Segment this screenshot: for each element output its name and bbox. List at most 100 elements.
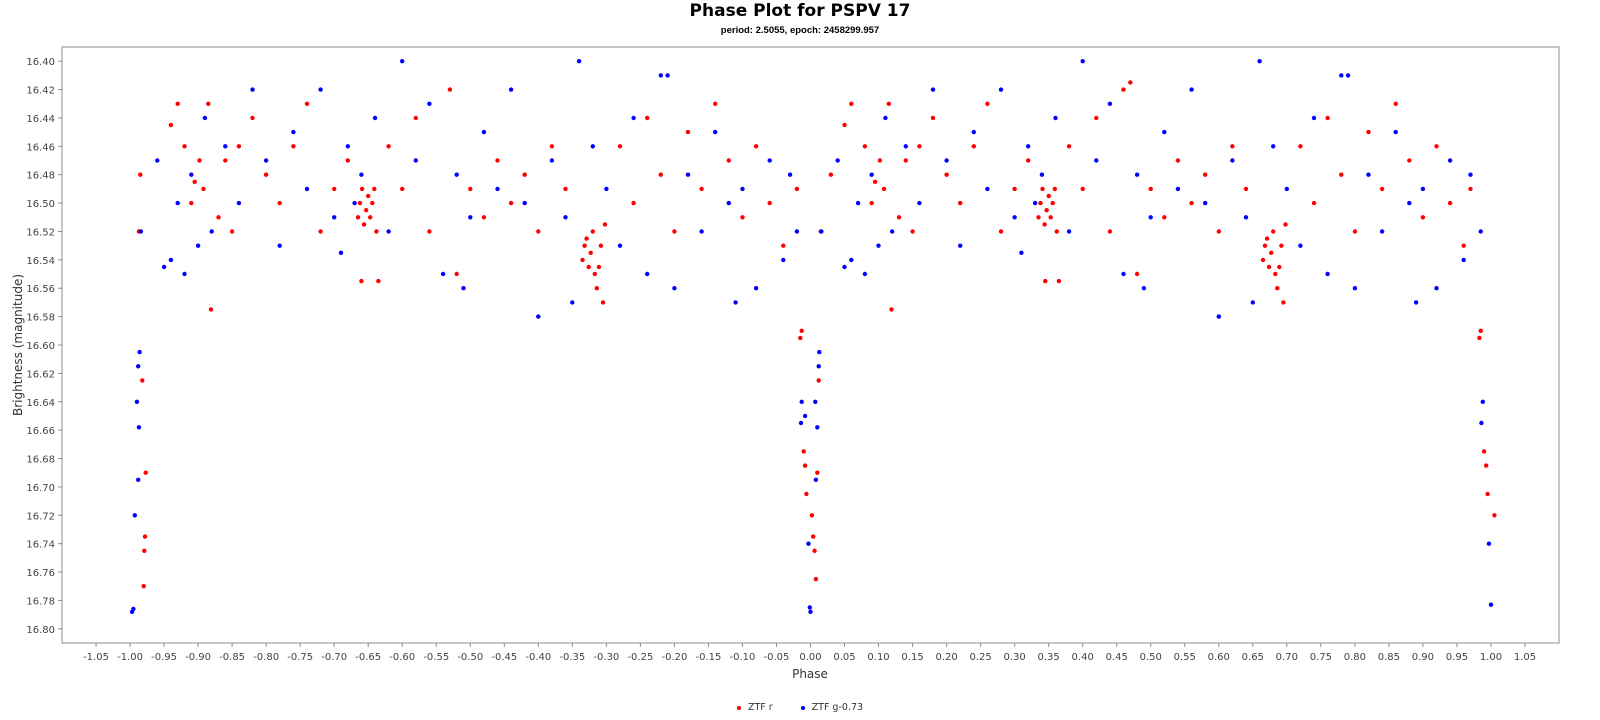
y-tick-label: 16.80 <box>26 625 55 636</box>
point-ztf-r <box>1477 335 1482 341</box>
point-ztf-g <box>427 101 432 107</box>
point-ztf-g <box>1479 420 1484 426</box>
point-ztf-r <box>1094 115 1099 121</box>
point-ztf-r <box>142 548 147 553</box>
point-ztf-r <box>1043 278 1048 284</box>
y-tick-label: 16.44 <box>26 114 55 125</box>
point-ztf-r <box>1279 243 1284 248</box>
point-ztf-r <box>617 144 623 149</box>
point-ztf-r <box>168 122 174 128</box>
point-ztf-r <box>903 158 908 163</box>
point-ztf-r <box>1492 513 1497 518</box>
y-tick-label: 16.66 <box>26 426 55 437</box>
point-ztf-r <box>263 172 269 177</box>
legend-dot-blue-icon <box>800 705 805 710</box>
point-ztf-g <box>1162 129 1167 135</box>
point-ztf-r <box>250 115 255 121</box>
chart-title: Phase Plot for PSPV 17 <box>689 1 911 21</box>
point-ztf-g <box>808 609 813 614</box>
point-ztf-r <box>1283 222 1288 227</box>
point-ztf-r <box>802 463 808 468</box>
point-ztf-r <box>345 158 350 163</box>
x-tick-label: -0.60 <box>389 652 415 663</box>
point-ztf-g <box>263 158 269 163</box>
x-tick-label: -0.10 <box>730 652 756 663</box>
point-ztf-g <box>304 186 310 192</box>
point-ztf-r <box>370 200 375 206</box>
x-tick-label: -0.50 <box>457 652 483 663</box>
point-ztf-r <box>413 115 418 121</box>
point-ztf-g <box>767 158 772 163</box>
point-ztf-r <box>631 200 636 206</box>
y-tick-label: 16.60 <box>26 341 55 352</box>
point-ztf-g <box>277 243 282 248</box>
point-ztf-r <box>1352 229 1358 234</box>
point-ztf-g <box>137 349 142 355</box>
point-ztf-g <box>182 271 187 277</box>
x-tick-label: 0.70 <box>1276 652 1298 663</box>
point-ztf-r <box>869 200 874 206</box>
point-ztf-g <box>209 229 214 234</box>
point-ztf-g <box>155 158 160 163</box>
point-ztf-g <box>175 200 180 206</box>
point-ztf-r <box>1461 243 1466 248</box>
point-ztf-r <box>1052 186 1058 192</box>
x-tick-label: -0.85 <box>219 652 245 663</box>
y-tick-label: 16.76 <box>26 568 55 579</box>
point-ztf-r <box>1243 186 1249 192</box>
y-axis-ticks: 16.40 16.42 16.44 16.46 16.48 16.50 16.52 16.54… <box>26 57 62 636</box>
y-tick-label: 16.50 <box>26 199 55 210</box>
point-ztf-g <box>604 186 609 192</box>
point-ztf-g <box>869 172 874 177</box>
point-ztf-g <box>740 186 745 192</box>
point-ztf-r <box>958 200 963 206</box>
point-ztf-g <box>753 286 759 291</box>
point-ztf-g <box>481 129 487 135</box>
point-ztf-r <box>781 243 786 248</box>
point-ztf-r <box>881 186 887 192</box>
point-ztf-g <box>522 200 527 206</box>
point-ztf-g <box>576 59 582 64</box>
point-ztf-r <box>1298 144 1303 149</box>
point-ztf-r <box>849 101 854 107</box>
point-ztf-r <box>584 236 589 241</box>
x-tick-label: 0.60 <box>1208 652 1230 663</box>
y-tick-label: 16.54 <box>26 256 55 267</box>
x-tick-label: -0.75 <box>287 652 313 663</box>
point-ztf-g <box>699 229 704 234</box>
point-ztf-r <box>1175 158 1181 163</box>
point-ztf-r <box>1203 172 1208 177</box>
point-ztf-r <box>1054 229 1060 234</box>
x-tick-label: -0.20 <box>661 652 687 663</box>
point-ztf-r <box>842 122 847 128</box>
point-ztf-g <box>1019 250 1024 255</box>
point-ztf-r <box>1066 144 1072 149</box>
point-ztf-r <box>726 158 731 163</box>
x-tick-label: -1.05 <box>83 652 109 663</box>
point-ztf-g <box>508 87 514 92</box>
point-ztf-r <box>872 179 878 184</box>
x-tick-label: 0.85 <box>1378 652 1400 663</box>
x-tick-label: 1.05 <box>1514 652 1536 663</box>
point-ztf-g <box>890 229 895 234</box>
point-ztf-g <box>1284 186 1290 192</box>
point-ztf-r <box>1325 115 1330 121</box>
point-ztf-r <box>1379 186 1385 192</box>
x-tick-label: -0.95 <box>151 652 177 663</box>
legend-item-r: ZTF r <box>736 702 773 713</box>
point-ztf-g <box>862 271 868 277</box>
point-ztf-r <box>713 101 718 107</box>
point-ztf-r <box>598 243 604 248</box>
x-tick-label: -0.90 <box>185 652 211 663</box>
point-ztf-g <box>998 87 1004 92</box>
point-ztf-r <box>549 144 555 149</box>
point-ztf-r <box>522 172 527 177</box>
point-ztf-r <box>794 186 800 192</box>
point-ztf-r <box>374 229 379 234</box>
point-ztf-g <box>136 364 141 369</box>
point-ztf-g <box>590 144 595 149</box>
point-ztf-r <box>197 158 202 163</box>
point-ztf-g <box>713 129 718 135</box>
point-ztf-g <box>131 606 136 612</box>
point-ztf-r <box>481 215 487 220</box>
